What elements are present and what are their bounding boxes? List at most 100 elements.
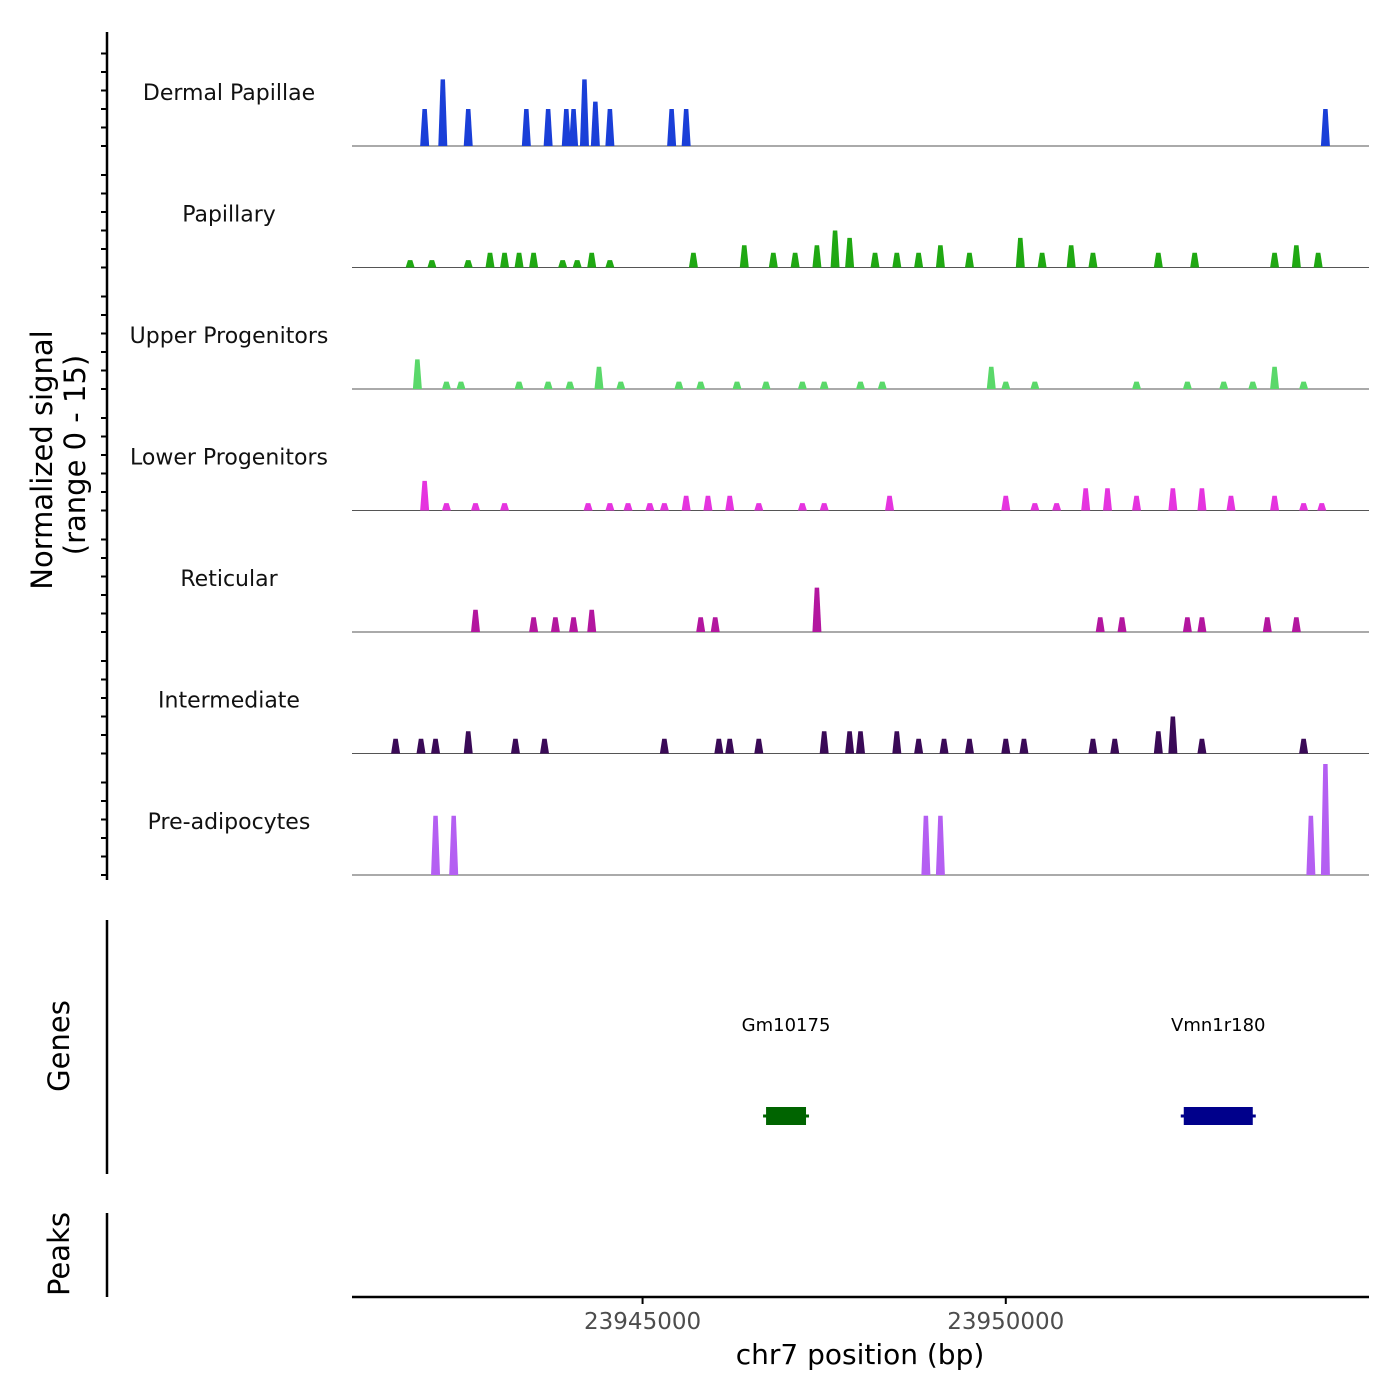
signal-peak bbox=[521, 109, 531, 146]
signal-peak bbox=[561, 109, 571, 146]
signal-peak bbox=[1030, 503, 1040, 511]
signal-peak bbox=[1190, 252, 1200, 268]
signal-peak bbox=[565, 381, 575, 389]
gene-gm10175: Gm10175 bbox=[742, 1015, 830, 1125]
signal-peak bbox=[485, 252, 495, 268]
signal-peak bbox=[1001, 738, 1011, 754]
signal-peak bbox=[790, 252, 800, 268]
track-upper-progenitors: Upper Progenitors bbox=[130, 324, 1369, 390]
signal-peak bbox=[714, 738, 724, 754]
track-lower-progenitors: Lower Progenitors bbox=[130, 446, 1369, 511]
signal-peak bbox=[914, 252, 924, 268]
signal-peak bbox=[587, 609, 597, 632]
signal-peak bbox=[1088, 252, 1098, 268]
gene-track: Gm10175 Vmn1r180 bbox=[742, 1015, 1266, 1125]
signal-peak bbox=[1001, 495, 1011, 511]
signal-peak bbox=[391, 738, 401, 754]
track-label: Lower Progenitors bbox=[130, 446, 328, 471]
signal-peak bbox=[1132, 495, 1142, 511]
x-tick-label: 23950000 bbox=[947, 1309, 1064, 1335]
signal-peak bbox=[579, 79, 589, 146]
signal-peak bbox=[594, 366, 604, 389]
signal-peak bbox=[739, 245, 749, 268]
signal-peak bbox=[768, 252, 778, 268]
signal-peak bbox=[696, 381, 706, 389]
signal-peak bbox=[1313, 252, 1323, 268]
signal-peak bbox=[514, 381, 524, 389]
signal-peak bbox=[1117, 617, 1127, 632]
signal-peak bbox=[427, 260, 437, 268]
signal-peak bbox=[1291, 245, 1301, 268]
signal-peak bbox=[416, 738, 426, 754]
signal-peak bbox=[569, 617, 579, 632]
signal-peak bbox=[1037, 252, 1047, 268]
track-label: Intermediate bbox=[158, 689, 300, 714]
signal-peak bbox=[935, 245, 945, 268]
gene-vmn1r180: Vmn1r180 bbox=[1171, 1015, 1266, 1125]
signal-peak bbox=[543, 109, 553, 146]
track-intermediate: Intermediate bbox=[158, 689, 1369, 754]
track-papillary: Papillary bbox=[182, 203, 1369, 268]
signal-peak bbox=[1132, 381, 1142, 389]
signal-peak bbox=[1182, 617, 1192, 632]
signal-peak bbox=[725, 495, 735, 511]
signal-peak bbox=[572, 260, 582, 268]
peaks-ylabel: Peaks bbox=[42, 1212, 76, 1296]
track-dermal-papillae: Dermal Papillae bbox=[143, 79, 1369, 147]
signal-peak bbox=[885, 495, 895, 511]
signal-peak bbox=[797, 381, 807, 389]
signal-peak bbox=[696, 617, 706, 632]
signal-peak bbox=[1317, 503, 1327, 511]
signal-peak bbox=[405, 260, 415, 268]
signal-peak bbox=[569, 109, 579, 146]
signal-peak bbox=[659, 503, 669, 511]
signal-peak bbox=[725, 738, 735, 754]
signal-peak bbox=[1030, 381, 1040, 389]
signal-peak bbox=[659, 738, 669, 754]
signal-peak bbox=[1066, 245, 1076, 268]
signal-peak bbox=[1052, 503, 1062, 511]
signal-peak bbox=[819, 731, 829, 754]
signal-peak bbox=[438, 79, 448, 146]
signal-peak bbox=[1270, 495, 1280, 511]
signal-peak bbox=[1219, 381, 1229, 389]
signal-peak bbox=[964, 738, 974, 754]
signal-peak bbox=[1081, 488, 1091, 511]
signal-peak bbox=[856, 381, 865, 389]
signal-peak bbox=[470, 503, 480, 511]
signal-peak bbox=[500, 503, 510, 511]
signal-peak bbox=[420, 480, 430, 511]
signal-peak bbox=[1153, 731, 1163, 754]
signal-peak bbox=[605, 260, 615, 268]
signal-peak bbox=[754, 738, 764, 754]
signal-peak bbox=[431, 815, 441, 875]
signal-peak bbox=[1197, 488, 1207, 511]
signal-peak bbox=[1110, 738, 1120, 754]
signal-peak bbox=[1299, 738, 1309, 754]
signal-peak bbox=[812, 245, 822, 268]
signal-peak bbox=[732, 381, 742, 389]
signal-peak bbox=[964, 252, 974, 268]
signal-peak bbox=[856, 731, 865, 754]
x-tick-label: 23945000 bbox=[584, 1309, 701, 1335]
signal-peak bbox=[674, 381, 684, 389]
signal-peak bbox=[761, 381, 771, 389]
signal-peak bbox=[500, 252, 510, 268]
signal-peak bbox=[830, 230, 840, 268]
signal-peak bbox=[892, 731, 902, 754]
signal-peak bbox=[463, 731, 473, 754]
signal-peak bbox=[470, 609, 480, 632]
signal-peak bbox=[1168, 488, 1178, 511]
x-axis-label: chr7 position (bp) bbox=[736, 1338, 985, 1371]
signal-peak bbox=[1320, 764, 1330, 875]
signal-peak bbox=[540, 738, 550, 754]
genes-ylabel: Genes bbox=[42, 1000, 76, 1092]
signal-peak bbox=[1262, 617, 1272, 632]
signal-peak bbox=[510, 738, 520, 754]
coverage-y-ticks bbox=[101, 52, 107, 876]
signal-peak bbox=[1226, 495, 1236, 511]
signal-peak bbox=[529, 617, 539, 632]
coverage-tracks: Dermal Papillae Papillary Upper Progenitor… bbox=[130, 79, 1369, 876]
signal-peak bbox=[616, 381, 626, 389]
